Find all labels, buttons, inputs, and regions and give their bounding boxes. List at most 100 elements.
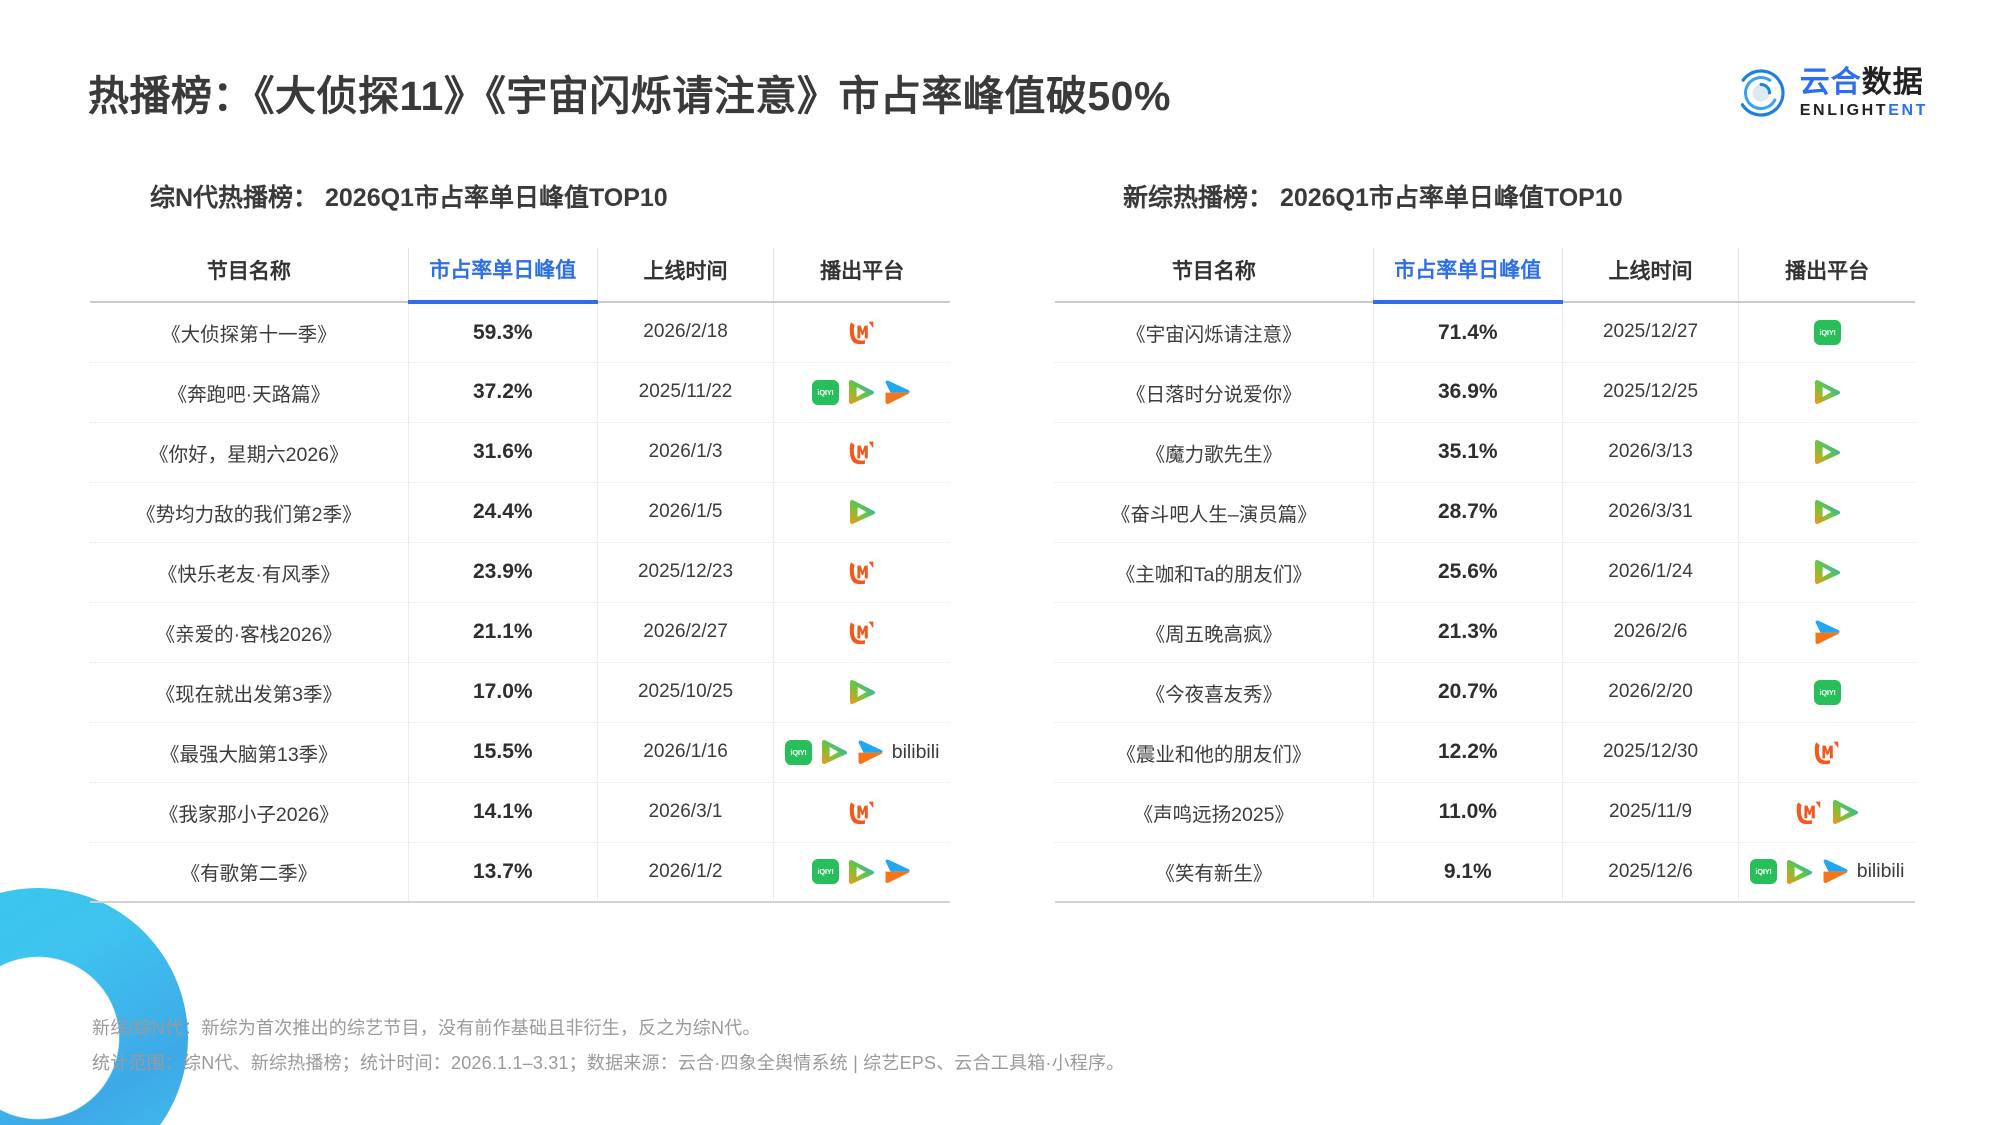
cell-launch-date: 2025/11/22 xyxy=(597,362,775,423)
cell-peak-share: 59.3% xyxy=(408,302,598,363)
tencent-video-icon xyxy=(819,739,849,765)
tencent-video-icon xyxy=(1812,559,1842,585)
platform-icon-group xyxy=(1743,619,1911,645)
iqiyi-icon: iQIYI xyxy=(1749,859,1777,885)
youku-icon xyxy=(883,379,912,405)
platform-icon-group xyxy=(778,319,946,346)
table-row[interactable]: 《现在就出发第3季》 17.0% 2025/10/25 xyxy=(90,662,950,723)
panel-xinzong-ranking: 新综热播榜： 2026Q1市占率单日峰值TOP10 节目名称 市占率单日峰值 上… xyxy=(1055,178,1915,903)
cell-launch-date: 2026/2/6 xyxy=(1562,602,1740,663)
cell-peak-share: 35.1% xyxy=(1373,422,1563,483)
table-header-row: 节目名称 市占率单日峰值 上线时间 播出平台 xyxy=(90,248,950,304)
platform-icon-group xyxy=(778,439,946,466)
brand-en-secondary: ENT xyxy=(1888,101,1928,119)
ranking-table-body-right: 《宇宙闪烁请注意》 71.4% 2025/12/27 iQIYI 《日落时分说爱你》 36… xyxy=(1055,302,1915,903)
column-header-platform: 播出平台 xyxy=(1738,248,1915,303)
table-row[interactable]: 《主咖和Ta的朋友们》 25.6% 2026/1/24 xyxy=(1055,542,1915,603)
cell-program-name: 《日落时分说爱你》 xyxy=(1055,362,1374,423)
brand-en-primary: ENLIGHT xyxy=(1799,101,1889,119)
table-row[interactable]: 《奔跑吧·天路篇》 37.2% 2025/11/22 iQIYI xyxy=(90,362,950,423)
brand-cn-primary: 云合 xyxy=(1799,65,1862,99)
cell-platforms xyxy=(773,302,950,363)
cell-program-name: 《有歌第二季》 xyxy=(90,842,409,903)
tencent-video-icon xyxy=(847,499,877,525)
table-row[interactable]: 《魔力歌先生》 35.1% 2026/3/13 xyxy=(1055,422,1915,483)
table-row[interactable]: 《势均力敌的我们第2季》 24.4% 2026/1/5 xyxy=(90,482,950,543)
cell-platforms xyxy=(1738,602,1915,663)
cell-launch-date: 2026/1/2 xyxy=(597,842,775,903)
iqiyi-wordmark: iQIYI xyxy=(817,387,834,397)
cell-platforms xyxy=(1738,782,1915,843)
cell-launch-date: 2026/1/5 xyxy=(597,482,775,543)
bilibili-wordmark: bilibili xyxy=(891,740,940,763)
platform-icon-group: iQIYI bilibili xyxy=(1743,859,1911,885)
enlightent-logo-icon xyxy=(1734,66,1788,120)
cell-program-name: 《奋斗吧人生–演员篇》 xyxy=(1055,482,1374,543)
cell-launch-date: 2025/10/25 xyxy=(597,662,775,723)
cell-program-name: 《声鸣远扬2025》 xyxy=(1055,782,1374,843)
cell-launch-date: 2025/12/25 xyxy=(1562,362,1740,423)
table-row[interactable]: 《大侦探第十一季》 59.3% 2026/2/18 xyxy=(90,302,950,363)
cell-program-name: 《主咖和Ta的朋友们》 xyxy=(1055,542,1374,603)
cell-launch-date: 2025/12/30 xyxy=(1562,722,1740,783)
table-row[interactable]: 《笑有新生》 9.1% 2025/12/6 iQIYI bilibili xyxy=(1055,842,1915,903)
mango-tv-icon xyxy=(1813,739,1841,766)
cell-platforms xyxy=(773,662,950,723)
table-row[interactable]: 《宇宙闪烁请注意》 71.4% 2025/12/27 iQIYI xyxy=(1055,302,1915,363)
table-row[interactable]: 《日落时分说爱你》 36.9% 2025/12/25 xyxy=(1055,362,1915,423)
table-row[interactable]: 《最强大脑第13季》 15.5% 2026/1/16 iQIYI bilibili xyxy=(90,722,950,783)
panel-zongn-ranking: 综N代热播榜： 2026Q1市占率单日峰值TOP10 节目名称 市占率单日峰值 … xyxy=(90,178,950,903)
cell-launch-date: 2025/11/9 xyxy=(1562,782,1740,843)
cell-launch-date: 2026/2/20 xyxy=(1562,662,1740,723)
column-header-platform: 播出平台 xyxy=(773,248,950,303)
platform-icon-group xyxy=(1743,379,1911,405)
youku-icon xyxy=(1821,859,1850,884)
youku-icon xyxy=(883,859,912,884)
cell-program-name: 《宇宙闪烁请注意》 xyxy=(1055,302,1374,363)
tencent-video-icon xyxy=(846,379,876,405)
cell-peak-share: 71.4% xyxy=(1373,302,1563,363)
cell-launch-date: 2026/1/24 xyxy=(1562,542,1740,603)
cell-launch-date: 2026/3/1 xyxy=(597,782,775,843)
platform-icon-group: iQIYI xyxy=(1743,319,1911,345)
cell-launch-date: 2025/12/27 xyxy=(1562,302,1740,363)
platform-icon-group xyxy=(778,499,946,525)
cell-program-name: 《大侦探第十一季》 xyxy=(90,302,409,363)
column-header-name: 节目名称 xyxy=(1055,248,1374,303)
table-row[interactable]: 《有歌第二季》 13.7% 2026/1/2 iQIYI xyxy=(90,842,950,903)
table-row[interactable]: 《震业和他的朋友们》 12.2% 2025/12/30 xyxy=(1055,722,1915,783)
panel-title-right: 新综热播榜： 2026Q1市占率单日峰值TOP10 xyxy=(1123,184,1623,212)
table-row[interactable]: 《我家那小子2026》 14.1% 2026/3/1 xyxy=(90,782,950,843)
bilibili-icon: bilibili xyxy=(1857,860,1905,883)
cell-peak-share: 36.9% xyxy=(1373,362,1563,423)
cell-launch-date: 2025/12/23 xyxy=(597,542,775,603)
cell-peak-share: 24.4% xyxy=(408,482,598,543)
cell-platforms xyxy=(1738,482,1915,543)
tencent-video-icon xyxy=(1812,499,1842,525)
table-row[interactable]: 《声鸣远扬2025》 11.0% 2025/11/9 xyxy=(1055,782,1915,843)
iqiyi-wordmark: iQIYI xyxy=(1819,327,1836,337)
table-row[interactable]: 《周五晚高疯》 21.3% 2026/2/6 xyxy=(1055,602,1915,663)
cell-peak-share: 14.1% xyxy=(408,782,598,843)
cell-platforms: iQIYI xyxy=(1738,302,1915,363)
table-header-row: 节目名称 市占率单日峰值 上线时间 播出平台 xyxy=(1055,248,1915,304)
cell-platforms xyxy=(773,422,950,483)
decorative-arc xyxy=(0,888,188,1125)
table-row[interactable]: 《亲爱的·客栈2026》 21.1% 2026/2/27 xyxy=(90,602,950,663)
cell-platforms xyxy=(773,542,950,603)
ranking-table-left: 节目名称 市占率单日峰值 上线时间 播出平台 《大侦探第十一季》 59.3% 202… xyxy=(90,248,950,903)
table-row[interactable]: 《快乐老友·有风季》 23.9% 2025/12/23 xyxy=(90,542,950,603)
table-row[interactable]: 《奋斗吧人生–演员篇》 28.7% 2026/3/31 xyxy=(1055,482,1915,543)
cell-peak-share: 31.6% xyxy=(408,422,598,483)
cell-peak-share: 21.1% xyxy=(408,602,598,663)
tencent-video-icon xyxy=(846,859,876,885)
table-row[interactable]: 《你好，星期六2026》 31.6% 2026/1/3 xyxy=(90,422,950,483)
platform-icon-group xyxy=(1743,559,1911,585)
cell-program-name: 《你好，星期六2026》 xyxy=(90,422,409,483)
cell-program-name: 《笑有新生》 xyxy=(1055,842,1374,903)
cell-peak-share: 21.3% xyxy=(1373,602,1563,663)
cell-platforms: iQIYI xyxy=(773,842,950,903)
table-row[interactable]: 《今夜喜友秀》 20.7% 2026/2/20 iQIYI xyxy=(1055,662,1915,723)
iqiyi-icon: iQIYI xyxy=(1813,679,1841,705)
